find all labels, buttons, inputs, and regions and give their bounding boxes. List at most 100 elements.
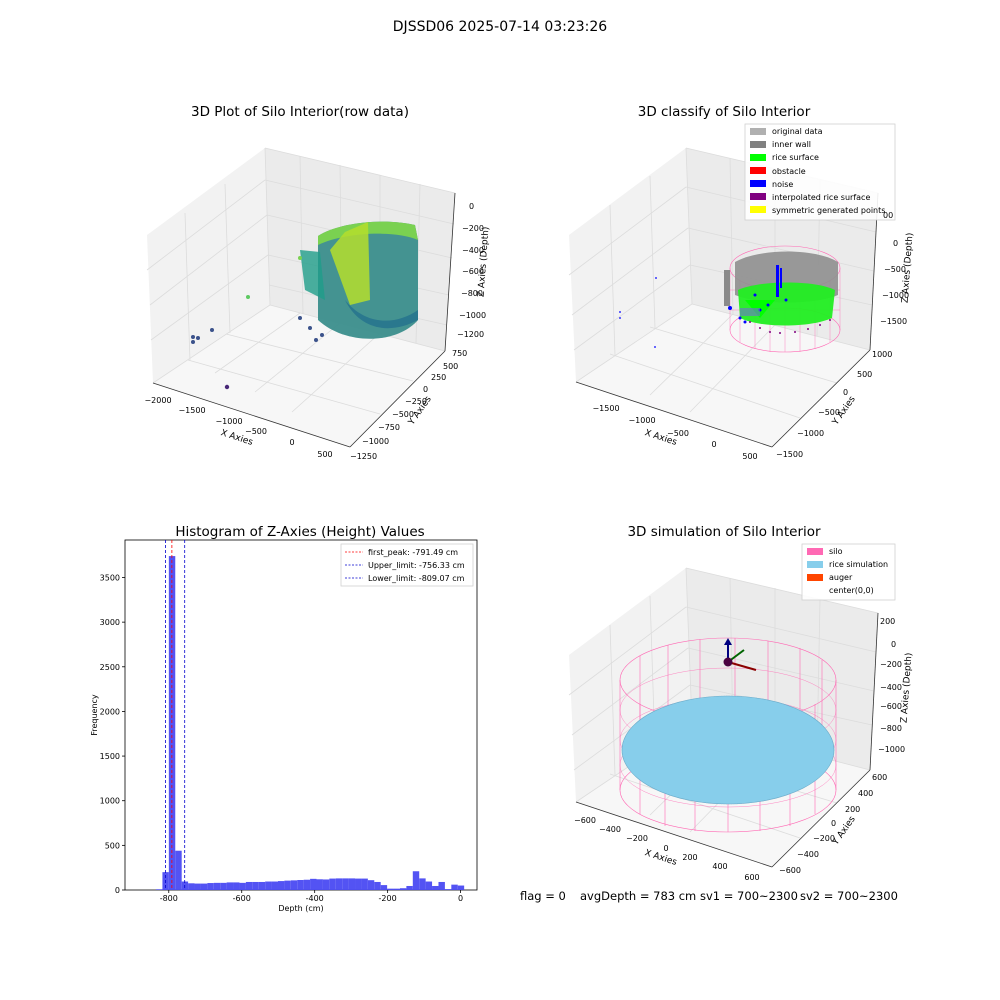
svg-text:−1000: −1000 (628, 416, 655, 425)
svg-text:500: 500 (443, 362, 458, 371)
svg-text:obstacle: obstacle (772, 167, 806, 176)
svg-text:rice simulation: rice simulation (829, 560, 888, 569)
hist-bar (425, 881, 433, 890)
svg-text:−1000: −1000 (459, 311, 486, 320)
hist-legend: first_peak: -791.49 cm Upper_limit: -756… (340, 543, 474, 587)
hist-bar (335, 878, 343, 890)
svg-text:−400: −400 (797, 850, 819, 859)
svg-text:0: 0 (423, 385, 428, 394)
svg-text:00: 00 (883, 211, 893, 220)
hist-bar (188, 883, 195, 890)
svg-text:inner wall: inner wall (772, 140, 811, 149)
hist-bar (175, 850, 182, 890)
hist-bar (457, 885, 465, 890)
raw-z-ticks: 0 −200 −400 −600 −800 −1000 −1200 (457, 202, 486, 339)
figure-suptitle: DJSSD06 2025-07-14 03:23:26 (393, 19, 608, 35)
svg-text:−500: −500 (245, 427, 267, 436)
classify-z-ticks: 00 0 −500 −1000 −1500 (880, 211, 909, 326)
svg-text:−400: −400 (599, 825, 621, 834)
hist-bar (213, 882, 221, 890)
svg-text:200: 200 (845, 805, 860, 814)
sim-title: 3D simulation of Silo Interior (627, 524, 821, 540)
raw-points (191, 221, 418, 390)
raw-title: 3D Plot of Silo Interior(row data) (191, 104, 409, 120)
svg-text:600: 600 (872, 773, 887, 782)
svg-text:0: 0 (893, 239, 898, 248)
hist-bar (322, 879, 330, 890)
hist-bar (380, 885, 388, 890)
sim-y-ticks: 600 400 200 0 −200 −400 −600 (779, 773, 887, 875)
svg-text:−1000: −1000 (362, 437, 389, 446)
footer-stats: flag = 0 avgDepth = 783 cm sv1 = 700~230… (520, 889, 898, 903)
hist-bar (297, 880, 304, 890)
svg-text:auger: auger (829, 573, 853, 582)
svg-text:−500: −500 (818, 408, 840, 417)
hist-bar (406, 885, 413, 890)
svg-text:symmetric generated points: symmetric generated points (772, 206, 885, 215)
hist-y-tick-label: 2500 (100, 663, 120, 672)
hist-x-tick-label: 0 (458, 894, 463, 903)
svg-text:200: 200 (880, 617, 895, 626)
hist-x-tick-label: -800 (160, 894, 178, 903)
hist-bar (265, 881, 272, 890)
hist-legend-first-peak: first_peak: -791.49 cm (368, 548, 458, 557)
hist-y-tick-label: 2000 (100, 707, 120, 716)
svg-text:center(0,0): center(0,0) (829, 586, 874, 595)
svg-text:−400: −400 (880, 683, 902, 692)
panel-raw-3d: 3D Plot of Silo Interior(row data) (144, 104, 491, 461)
classify-x-ticks: −1500 −1000 −500 0 500 (592, 404, 757, 461)
panel-simulation-3d: 3D simulation of Silo Interior (568, 524, 915, 882)
hist-bar (194, 883, 201, 890)
hist-bar (303, 879, 311, 890)
hist-bar (412, 871, 420, 890)
hist-bar (419, 878, 426, 890)
svg-text:−500: −500 (392, 410, 414, 419)
hist-y-tick-label: 1500 (100, 752, 120, 761)
hist-bar (438, 881, 445, 890)
hist-bar (284, 880, 291, 890)
hist-bars (156, 556, 465, 890)
hist-bar (310, 878, 317, 890)
svg-text:rice surface: rice surface (772, 153, 819, 162)
svg-text:−1200: −1200 (457, 330, 484, 339)
svg-text:600: 600 (744, 873, 759, 882)
hist-bar (355, 878, 362, 890)
hist-legend-lower-limit: Lower_limit: -809.07 cm (368, 574, 465, 583)
hist-bar (233, 882, 240, 890)
hist-bar (220, 882, 227, 890)
svg-text:silo: silo (829, 547, 843, 556)
hist-title: Histogram of Z-Axies (Height) Values (175, 524, 424, 540)
svg-text:interpolated rice surface: interpolated rice surface (772, 193, 870, 202)
svg-text:−2000: −2000 (144, 396, 171, 405)
hist-bar (316, 879, 323, 890)
svg-text:1000: 1000 (872, 350, 892, 359)
sim-x-ticks: −600 −400 −200 0 200 400 600 (574, 816, 760, 882)
svg-text:−600: −600 (462, 267, 484, 276)
svg-text:0: 0 (843, 388, 848, 397)
classify-title: 3D classify of Silo Interior (638, 104, 811, 120)
sim-legend: silo rice simulation auger center(0,0) (801, 543, 896, 601)
svg-text:200: 200 (682, 853, 697, 862)
hist-bar (290, 880, 298, 890)
svg-text:noise: noise (772, 180, 793, 189)
hist-bar (277, 881, 285, 890)
hist-bar (393, 888, 400, 890)
hist-bar (348, 878, 356, 890)
stat-sv1: sv1 = 700~2300 (700, 889, 798, 903)
stat-avg-depth: avgDepth = 783 cm (580, 889, 696, 903)
svg-text:0: 0 (663, 844, 668, 853)
svg-text:−800: −800 (461, 289, 483, 298)
svg-text:500: 500 (317, 450, 332, 459)
hist-bar (168, 556, 176, 890)
sim-auger (723, 638, 757, 671)
hist-xlabel: Depth (cm) (278, 904, 323, 913)
svg-text:−1500: −1500 (592, 404, 619, 413)
svg-text:0: 0 (831, 819, 836, 828)
hist-y-tick-label: 1000 (100, 797, 120, 806)
stat-sv2: sv2 = 700~2300 (800, 889, 898, 903)
sim-zlabel: Z Axies (Depth) (900, 652, 915, 723)
svg-text:−500: −500 (667, 429, 689, 438)
hist-x-tick-label: -400 (306, 894, 324, 903)
svg-text:−250: −250 (405, 397, 427, 406)
